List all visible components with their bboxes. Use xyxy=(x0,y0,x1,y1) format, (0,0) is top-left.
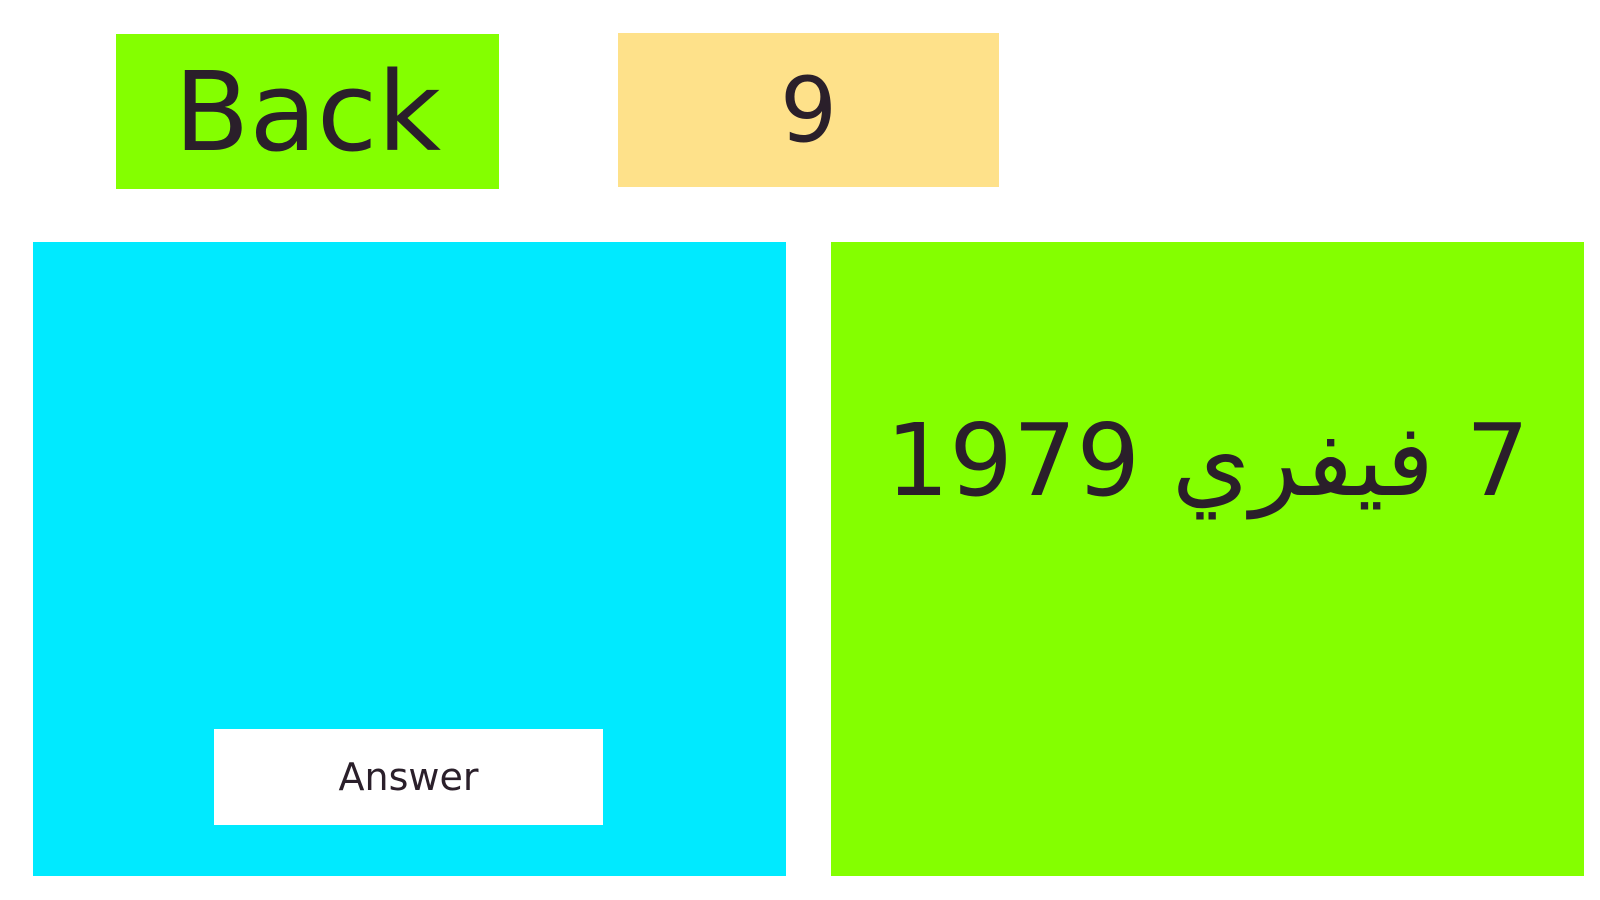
back-button[interactable]: Back xyxy=(116,34,499,189)
answer-card[interactable]: 7 فيفري 1979 xyxy=(831,242,1584,876)
card-text: 7 فيفري 1979 xyxy=(885,402,1530,519)
counter-display: 9 xyxy=(618,33,999,187)
answer-button[interactable]: Answer xyxy=(214,729,603,825)
